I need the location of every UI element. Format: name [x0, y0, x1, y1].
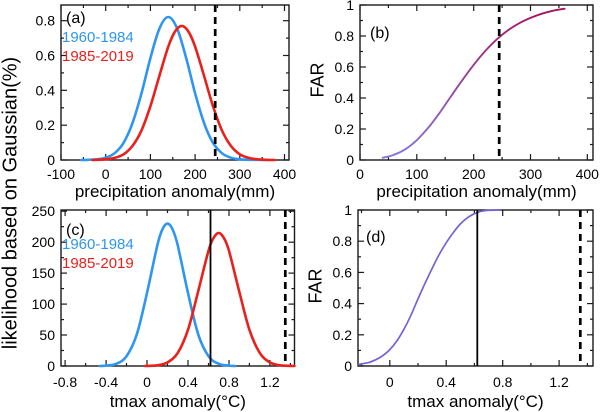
series-curve-far	[381, 7, 566, 159]
x-tick-label: 0.8	[493, 374, 513, 390]
x-tick-label: 0.4	[178, 374, 198, 390]
panel-c-tmax-likelihood-chart: -0.8 -0.4 0 0.4 0.8 1.2 0 50 100 150 200 250 tmax an…	[32, 203, 296, 411]
y-tick-label: 0.8	[36, 13, 56, 29]
panel-label: (c)	[66, 222, 85, 239]
panel-b-precipitation-far-chart: 0 100 200 300 400 0 0.2 0.4 0.6 0.8 1 precipitation…	[335, 0, 600, 201]
x-tick-label: 200	[462, 166, 486, 182]
shared-y-axis-label: likelihood based on Gaussian(%)	[0, 56, 22, 350]
y-tick-label: 0	[346, 152, 354, 168]
series-curve-1985-2019	[91, 24, 276, 162]
y-tick-label: 0	[47, 152, 55, 168]
x-tick-label: -100	[47, 166, 75, 182]
x-tick-label: 1.2	[549, 374, 569, 390]
x-tick-label: -0.8	[53, 374, 77, 390]
x-axis-label: precipitation anomaly(mm)	[75, 182, 275, 201]
y-tick-label: 0.2	[335, 121, 355, 137]
x-tick-label: 200	[183, 166, 207, 182]
x-tick-label: 0.8	[219, 374, 239, 390]
x-axis-label: tmax anomaly(°C)	[110, 392, 246, 411]
x-tick-label: 1.2	[260, 374, 280, 390]
y-tick-label: 0.4	[333, 296, 353, 312]
x-tick-label: 0	[356, 166, 364, 182]
series-curve-1960-1984	[79, 15, 268, 162]
y-tick-label: 50	[39, 327, 55, 343]
y-tick-label: 0	[344, 358, 352, 374]
y-tick-label: 200	[32, 234, 56, 250]
panel-label: (b)	[370, 25, 390, 42]
y-tick-label: 250	[32, 203, 56, 219]
panel-label: (a)	[66, 10, 86, 27]
series-curve-1960-1984	[98, 222, 237, 368]
y-tick-label: 0.6	[333, 264, 353, 280]
panel-label: (d)	[366, 229, 386, 246]
y-tick-label: 1	[346, 0, 354, 13]
x-tick-label: 400	[576, 166, 600, 182]
y-tick-label: 0.4	[335, 90, 355, 106]
panel-d-tmax-far-chart: 0 0.4 0.8 1.2 0 0.2 0.4 0.6 0.8 1 tmax anomaly(°C)…	[333, 203, 594, 411]
x-tick-label: 0	[143, 374, 151, 390]
x-tick-label: 300	[228, 166, 252, 182]
x-tick-label: 100	[405, 166, 429, 182]
x-tick-label: 0.4	[436, 374, 456, 390]
y-tick-label: 0	[47, 358, 55, 374]
legend-entry-1960-1984: 1960-1984	[62, 236, 134, 253]
x-axis-label: precipitation anomaly(mm)	[376, 182, 576, 201]
series-curve-far	[357, 209, 501, 366]
x-axis-label: tmax anomaly(°C)	[407, 392, 543, 411]
panel-a-precipitation-likelihood-chart: -100 0 100 200 300 40000.20.40.60.8precipitat…	[36, 4, 297, 201]
y-tick-label: 100	[32, 296, 56, 312]
y-tick-label: 0.8	[333, 233, 353, 249]
y-tick-label: 1	[344, 203, 352, 218]
legend-entry-1960-1984: 1960-1984	[62, 29, 134, 46]
y-tick-label: 0.8	[335, 28, 355, 44]
y-tick-label: 0.4	[36, 82, 56, 98]
y-tick-label: 150	[32, 265, 56, 281]
x-tick-label: 300	[519, 166, 543, 182]
y-tick-label: 0.6	[335, 59, 355, 75]
x-tick-label: -0.4	[94, 374, 118, 390]
legend-entry-1985-2019: 1985-2019	[62, 48, 134, 65]
series-curve-1985-2019	[143, 231, 296, 368]
x-tick-label: 400	[273, 166, 297, 182]
x-tick-label: 100	[139, 166, 163, 182]
x-tick-label: 0	[386, 374, 394, 390]
y-tick-label: 0.6	[36, 48, 56, 64]
y-tick-label: 0.2	[333, 327, 353, 343]
y-tick-label: 0.2	[36, 117, 56, 133]
legend-entry-1985-2019: 1985-2019	[62, 255, 134, 272]
x-tick-label: 0	[102, 166, 110, 182]
